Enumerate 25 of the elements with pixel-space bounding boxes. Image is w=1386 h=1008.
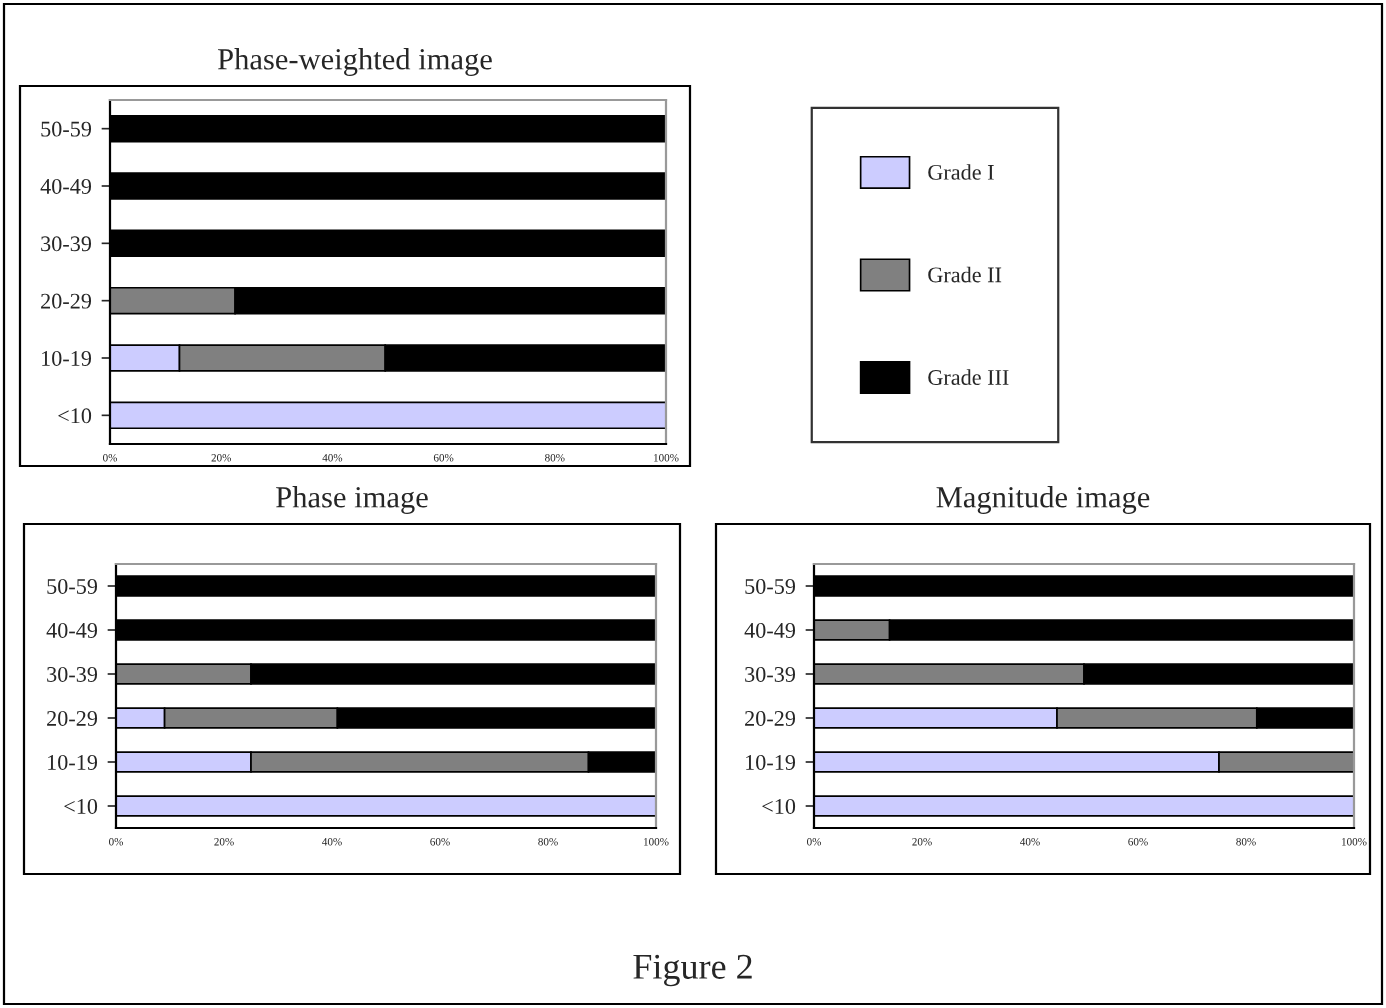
y-tick-label: 50-59 <box>41 121 92 137</box>
y-tick-label: <10 <box>762 798 796 814</box>
y-tick-label: 50-59 <box>745 578 796 594</box>
y-tick-label: 40-49 <box>744 622 796 638</box>
y-tick-label: 20-29 <box>745 710 796 726</box>
y-tick-label: 30-39 <box>745 666 796 682</box>
y-tick-label: 40-49 <box>46 622 98 638</box>
chart-title: Phase image <box>276 486 428 514</box>
legend-label: Grade I <box>928 164 994 180</box>
chart-title: Phase-weighted image <box>217 48 492 76</box>
y-tick-label: 40-49 <box>40 178 92 194</box>
y-tick-label: 10-19 <box>746 754 796 770</box>
chart-title: Magnitude image <box>936 486 1150 514</box>
y-tick-label: <10 <box>58 408 92 424</box>
legend-label: Grade II <box>928 266 1002 283</box>
y-tick-label: 10-19 <box>48 754 98 770</box>
y-tick-label: <10 <box>64 798 98 814</box>
caption: Figure 2 <box>633 954 752 987</box>
y-tick-label: 20-29 <box>47 710 98 726</box>
legend-label: Grade III <box>928 369 1009 385</box>
y-tick-label: 50-59 <box>47 578 98 594</box>
y-tick-label: 30-39 <box>41 236 92 252</box>
y-tick-label: 20-29 <box>41 293 92 309</box>
y-tick-label: 30-39 <box>47 666 98 682</box>
y-tick-label: 10-19 <box>42 350 92 366</box>
